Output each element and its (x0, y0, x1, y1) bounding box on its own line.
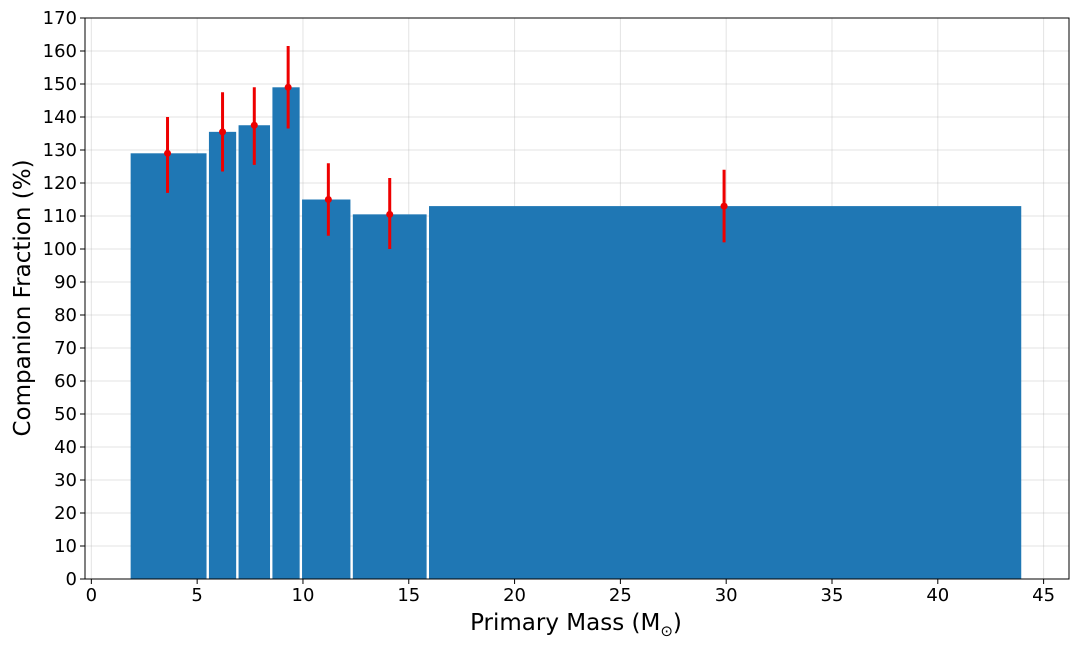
plot-frame (84, 17, 1070, 580)
bar-6 (352, 214, 427, 579)
y-tick-label: 60 (54, 371, 77, 392)
x-axis-ticks: 0 5 10 15 20 25 30 35 40 45 (86, 579, 1055, 606)
x-tick-label: 5 (191, 585, 202, 606)
data-point-6 (386, 210, 394, 218)
y-tick-label: 100 (43, 239, 77, 260)
y-tick-label: 170 (43, 8, 77, 29)
y-tick-label: 20 (54, 503, 77, 524)
y-tick-label: 130 (43, 140, 77, 161)
data-point-2 (219, 128, 227, 136)
bar-4 (272, 87, 300, 580)
x-tick-label: 45 (1032, 585, 1055, 606)
x-tick-label: 10 (292, 585, 315, 606)
x-tick-label: 40 (926, 585, 949, 606)
x-tick-label: 15 (397, 585, 420, 606)
data-point-4 (284, 83, 292, 91)
x-tick-label: 20 (503, 585, 526, 606)
y-tick-label: 80 (54, 305, 77, 326)
bar-5 (302, 199, 351, 579)
y-axis-title: Companion Fraction (%) (10, 159, 36, 436)
y-tick-label: 30 (54, 470, 77, 491)
y-tick-label: 50 (54, 404, 77, 425)
y-tick-label: 110 (43, 206, 77, 227)
bar-2 (208, 131, 237, 579)
y-tick-label: 120 (43, 173, 77, 194)
y-tick-label: 70 (54, 338, 77, 359)
y-tick-label: 0 (66, 569, 77, 590)
x-axis-title-suffix: ) (673, 610, 682, 636)
bar-3 (238, 125, 271, 579)
y-tick-label: 90 (54, 272, 77, 293)
x-tick-label: 35 (821, 585, 844, 606)
x-axis-title-subscript: ⊙ (660, 622, 673, 640)
y-tick-label: 150 (43, 74, 77, 95)
x-axis-title: Primary Mass (M⊙) (470, 610, 682, 640)
x-tick-label: 30 (715, 585, 738, 606)
data-point-7 (720, 202, 728, 210)
y-tick-label: 160 (43, 41, 77, 62)
data-point-3 (250, 121, 258, 129)
data-point-1 (164, 149, 172, 157)
data-point-5 (324, 196, 332, 203)
y-tick-label: 10 (54, 536, 77, 557)
y-tick-label: 40 (54, 437, 77, 458)
x-tick-label: 25 (609, 585, 632, 606)
bars (130, 87, 1022, 580)
x-axis-title-main: Primary Mass (M (470, 610, 660, 636)
bar-1 (130, 153, 207, 580)
bar-7 (429, 206, 1022, 579)
y-axis-ticks: 0 10 20 30 40 50 60 70 80 90 100 110 120 130 140 150 160… (43, 8, 85, 590)
x-tick-label: 0 (86, 585, 97, 606)
error-bars (164, 46, 728, 249)
y-tick-label: 140 (43, 107, 77, 128)
